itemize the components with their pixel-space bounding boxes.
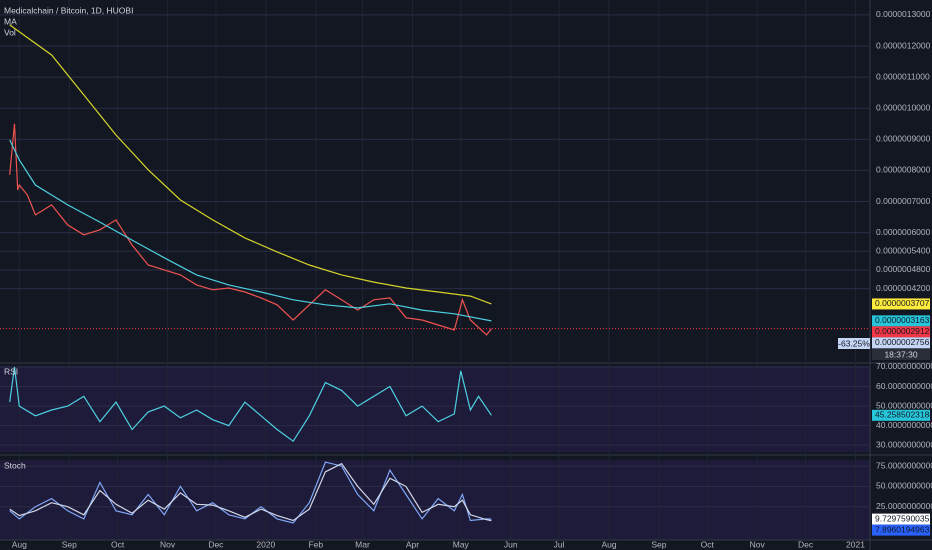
x-tick-label: 2021: [846, 539, 865, 549]
price-marker-label: 7.8960194963: [875, 524, 930, 534]
axis: Aug Sep Oct Nov Dec 2020 Feb Mar Apr May Jun Jul Aug…: [12, 9, 932, 549]
y-tick-label: 0.0000006000: [876, 227, 931, 237]
price-marker-label: 0.0000002912: [875, 326, 930, 336]
change-box: [838, 338, 870, 349]
symbol: Medicalchain / Bitcoin, 1D, HUOBI: [4, 5, 133, 15]
plot: [0, 24, 870, 524]
y-tick-label: 0.0000008000: [876, 165, 931, 175]
stoch-title: Stoch: [4, 460, 26, 470]
y-tick-label: 0.0000013000: [876, 9, 931, 19]
price-marker: [872, 298, 930, 310]
price-marker: [872, 524, 930, 536]
series-line: [9, 24, 492, 305]
stoch-band: [0, 460, 870, 540]
y-tick-label: 30.0000000000: [876, 439, 932, 449]
x-tick-label: May: [453, 539, 470, 549]
price-marker-label: 0.0000003163: [875, 315, 930, 325]
x-tick-label: Sep: [62, 539, 77, 549]
y-tick-label: 70.0000000000: [876, 361, 932, 371]
y-tick-label: 0.0000009000: [876, 134, 931, 144]
countdown: 18:37:30: [884, 349, 917, 359]
y-tick-label: 50.0000000000: [876, 400, 932, 410]
series-line: [9, 462, 492, 522]
series-line: [9, 139, 492, 322]
price-marker: [872, 326, 930, 338]
rsi-band: [0, 366, 870, 452]
x-tick-label: Apr: [406, 539, 419, 549]
x-tick-label: Dec: [208, 539, 224, 549]
price-marker-label: 0.0000002756: [875, 337, 930, 347]
x-tick-label: Feb: [308, 539, 323, 549]
price-marker: [872, 337, 930, 349]
price-marker-label: 45.2585023188: [875, 410, 932, 420]
y-tick-label: 75.0000000000: [876, 460, 932, 470]
countdown-box: [872, 349, 930, 360]
x-tick-label: Mar: [355, 539, 370, 549]
x-tick-label: 2020: [256, 539, 275, 549]
x-tick-label: Aug: [12, 539, 27, 549]
y-tick-label: 0.0000007000: [876, 196, 931, 206]
x-tick-label: Sep: [651, 539, 666, 549]
price-marker: [872, 513, 930, 525]
x-tick-label: Dec: [798, 539, 814, 549]
price-marker-label: 0.0000003707: [875, 298, 930, 308]
x-tick-label: Nov: [160, 539, 176, 549]
y-tick-label: 40.0000000000: [876, 420, 932, 430]
rsi-title: RSI: [4, 366, 18, 376]
x-tick-label: Nov: [750, 539, 766, 549]
x-tick-label: Oct: [701, 539, 715, 549]
price-marker-label: 9.7297590035: [875, 513, 930, 523]
ma-label: MA: [4, 16, 17, 26]
y-tick-label: 0.0000005400: [876, 246, 931, 256]
x-tick-label: Jul: [554, 539, 565, 549]
x-tick-label: Oct: [111, 539, 125, 549]
vol-label: Vol: [4, 27, 16, 37]
x-tick-label: Aug: [601, 539, 616, 549]
y-tick-label: 0.0000010000: [876, 102, 931, 112]
y-tick-label: 50.0000000000: [876, 481, 932, 491]
price-marker: [872, 315, 930, 327]
grid: [0, 0, 870, 540]
change-label: -63.25%: [838, 338, 870, 348]
series-line: [9, 123, 492, 336]
y-tick-label: 60.0000000000: [876, 381, 932, 391]
series-line: [9, 366, 492, 443]
y-tick-label: 0.0000012000: [876, 40, 931, 50]
y-tick-label: 0.0000011000: [876, 71, 930, 81]
y-tick-label: 0.0000004200: [876, 283, 931, 293]
y-tick-label: 0.0000004800: [876, 264, 931, 274]
x-tick-label: Jun: [504, 539, 518, 549]
price-marker: [872, 409, 930, 421]
y-tick-label: 25.0000000000: [876, 501, 932, 511]
